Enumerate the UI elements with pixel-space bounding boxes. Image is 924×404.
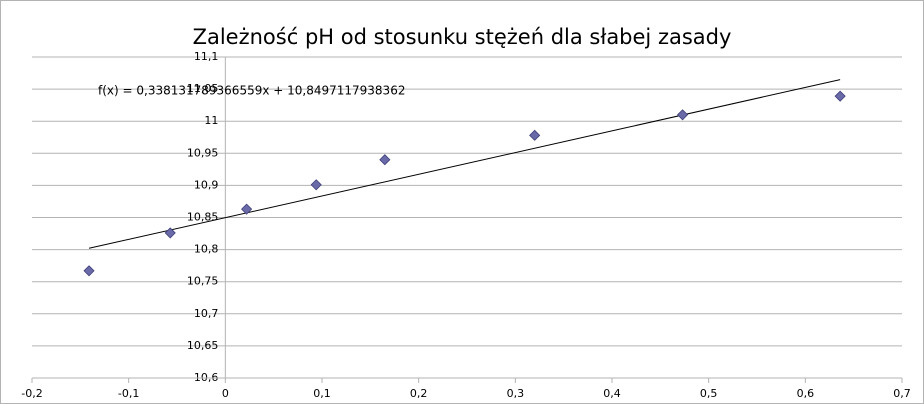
data-point bbox=[83, 265, 95, 277]
y-tick-label: 10,85 bbox=[187, 211, 219, 224]
x-tick-label: 0,7 bbox=[893, 387, 911, 400]
y-tick-label: 11,05 bbox=[187, 82, 219, 95]
y-tick-label: 10,7 bbox=[194, 307, 219, 320]
data-point bbox=[164, 227, 176, 239]
x-tick-label: 0,6 bbox=[797, 387, 815, 400]
data-point bbox=[379, 154, 391, 166]
x-tick-label: -0,1 bbox=[118, 387, 139, 400]
y-tick-label: 10,95 bbox=[187, 146, 219, 159]
x-tick-label: 0,4 bbox=[603, 387, 621, 400]
y-tick-label: 10,8 bbox=[194, 243, 219, 256]
x-tick-label: 0,1 bbox=[313, 387, 331, 400]
x-tick-label: 0,5 bbox=[700, 387, 718, 400]
data-point bbox=[241, 203, 253, 215]
y-tick-label: 11 bbox=[204, 114, 218, 127]
y-tick-label: 10,65 bbox=[187, 339, 219, 352]
x-tick-label: 0,2 bbox=[410, 387, 428, 400]
data-point bbox=[834, 90, 846, 102]
data-point bbox=[529, 129, 541, 141]
trendline-equation: f(x) = 0,338131789366559x + 10,849711793… bbox=[98, 84, 405, 98]
chart-title: Zależność pH od stosunku stężeń dla słab… bbox=[193, 25, 732, 49]
y-tick-label: 11,1 bbox=[194, 50, 219, 63]
y-tick-label: 10,9 bbox=[194, 178, 219, 191]
x-tick-label: 0 bbox=[222, 387, 229, 400]
x-tick-label: -0,2 bbox=[21, 387, 42, 400]
x-tick-label: 0,3 bbox=[507, 387, 525, 400]
data-point bbox=[310, 179, 322, 191]
y-tick-label: 10,75 bbox=[187, 275, 219, 288]
trendline bbox=[88, 79, 841, 249]
data-point bbox=[677, 109, 689, 121]
